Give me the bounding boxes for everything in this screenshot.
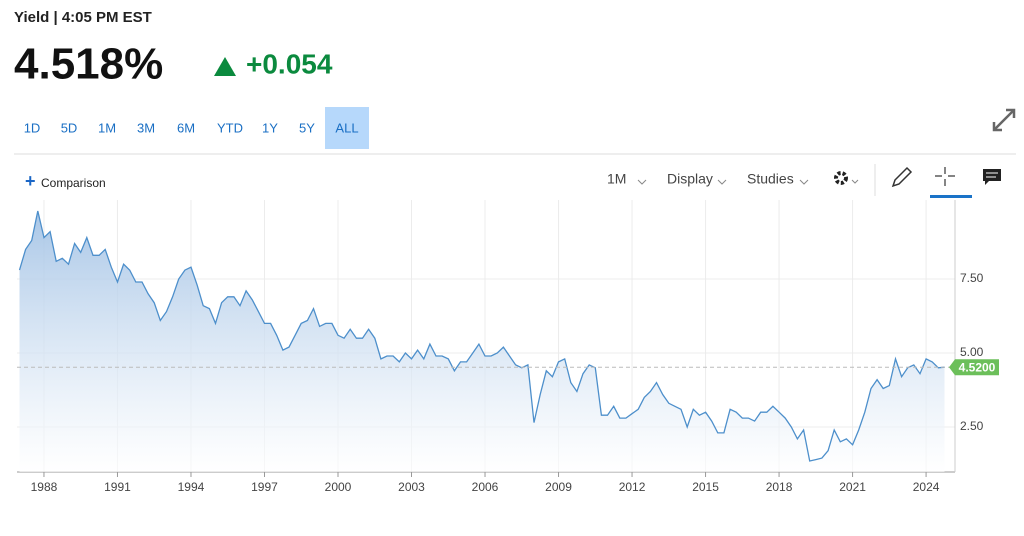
range-button[interactable]: 5D (61, 120, 78, 135)
price: 4.518% (14, 40, 163, 89)
interval-label: 1M (607, 171, 626, 187)
x-tick-label: 2018 (766, 480, 793, 494)
x-tick-label: 2021 (839, 480, 866, 494)
chevron (637, 179, 647, 185)
range-button[interactable]: YTD (217, 120, 243, 135)
range-button[interactable]: 1Y (262, 120, 278, 135)
x-tick-label: 2006 (472, 480, 499, 494)
plot-area: 1988 1991 1994 1997 2000 2003 2006 2009 2012 2015… (17, 200, 999, 494)
crosshair-button[interactable] (935, 167, 955, 186)
range-active-bg (325, 107, 369, 149)
change: +0.054 (246, 48, 333, 79)
line (18, 210, 945, 462)
active-tool-underline (930, 195, 972, 198)
y-tick-label: 7.50 (960, 271, 984, 285)
last-value-label: 4.5200 (959, 360, 996, 374)
x-tick-label: 2012 (619, 480, 646, 494)
last-value-tag (949, 359, 999, 376)
chevron (851, 179, 859, 184)
gear-icon (834, 171, 848, 185)
range-button[interactable]: 3M (137, 120, 155, 135)
draw-button[interactable] (891, 166, 913, 188)
comparison-label: Comparison (41, 176, 106, 190)
area (19, 211, 945, 472)
range-button[interactable]: 6M (177, 120, 195, 135)
plus-icon: + (25, 171, 36, 191)
display-dropdown[interactable]: Display (667, 171, 727, 187)
x-tick-label: 2000 (325, 480, 352, 494)
chevron (717, 179, 727, 185)
expand-icon[interactable] (992, 108, 1016, 132)
x-tick-label: 1988 (31, 480, 58, 494)
studies-label: Studies (747, 171, 794, 187)
comparison-button[interactable]: + Comparison (25, 171, 106, 191)
x-tick-label: 2024 (913, 480, 940, 494)
comment-button[interactable] (983, 169, 1001, 185)
studies-dropdown[interactable]: Studies (747, 171, 809, 187)
y-tick-label: 2.50 (960, 419, 984, 433)
range-button[interactable]: 1M (98, 120, 116, 135)
x-tick-label: 1997 (251, 480, 278, 494)
settings-button[interactable] (834, 171, 859, 185)
x-tick-label: 2015 (692, 480, 719, 494)
x-tick-label: 1994 (178, 480, 205, 494)
range-button[interactable]: 1D (24, 120, 41, 135)
x-tick-label: 2009 (545, 480, 572, 494)
header-title: Yield | 4:05 PM EST (14, 9, 152, 26)
chevron (799, 179, 809, 185)
x-tick-label: 1991 (104, 480, 131, 494)
display-label: Display (667, 171, 713, 187)
x-tick-label: 2003 (398, 480, 425, 494)
y-tick-label: 5.00 (960, 345, 984, 359)
interval-dropdown[interactable]: 1M (607, 171, 647, 187)
range-button[interactable]: ALL (335, 120, 358, 135)
up-arrow (214, 57, 236, 76)
range-selector: 1D 5D 1M 3M 6M YTD 1Y 5Y ALL (24, 107, 369, 149)
range-button[interactable]: 5Y (299, 120, 315, 135)
